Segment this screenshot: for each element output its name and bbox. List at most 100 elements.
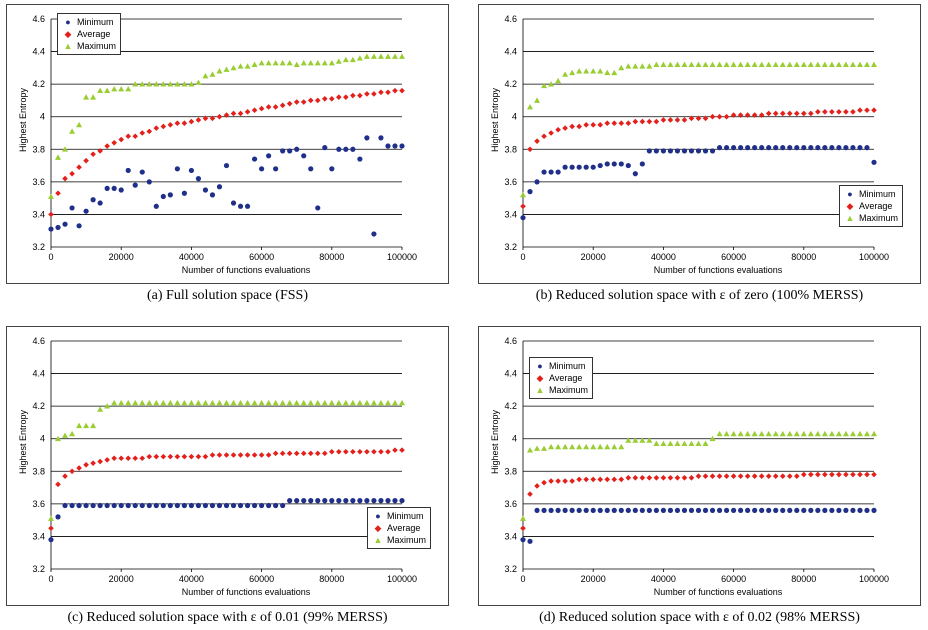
data-point [576, 68, 583, 74]
data-point [527, 447, 534, 453]
data-point [342, 399, 349, 406]
y-tick-label: 3.6 [32, 499, 45, 509]
data-point [378, 448, 384, 455]
data-point [709, 473, 716, 479]
data-point [265, 452, 272, 458]
data-point [555, 126, 561, 133]
data-point [69, 430, 76, 437]
y-tick-label: 4.2 [504, 401, 517, 411]
data-point [765, 61, 772, 67]
data-point [287, 148, 293, 154]
data-point [314, 450, 321, 457]
data-point [335, 399, 342, 406]
data-point [667, 507, 674, 513]
data-point [279, 102, 286, 109]
data-point [384, 53, 391, 59]
data-point [139, 169, 145, 175]
data-point [850, 507, 856, 513]
data-point [702, 61, 709, 67]
data-point [293, 450, 300, 457]
data-point [181, 399, 188, 406]
data-point [590, 164, 596, 170]
data-point [76, 422, 83, 429]
data-point [850, 145, 856, 151]
data-point [349, 399, 356, 406]
data-point [153, 453, 160, 460]
data-point [653, 475, 660, 481]
data-point [843, 507, 849, 513]
legend-item-maximum: ▲ Maximum [844, 212, 898, 224]
data-point [801, 110, 807, 117]
data-point [244, 452, 251, 458]
data-point [216, 502, 223, 509]
data-point [730, 430, 737, 437]
data-point [357, 498, 363, 504]
data-point [349, 56, 356, 63]
data-point [188, 118, 195, 125]
data-point [583, 122, 589, 128]
data-point [378, 498, 384, 504]
data-point [336, 448, 342, 455]
data-point [399, 498, 405, 504]
chart-svg-d: 3.2 3.4 3.6 3.8 4 4.2 4.4 4.6 0 20000 40000 60000 80… [504, 336, 889, 584]
data-point [569, 164, 575, 170]
data-point [758, 430, 765, 437]
x-tick-label: 60000 [721, 574, 746, 584]
data-point [308, 498, 314, 504]
data-point [836, 109, 842, 115]
data-point [793, 61, 800, 67]
data-point [307, 399, 314, 406]
data-point [104, 502, 110, 509]
data-point [541, 169, 547, 175]
y-axis-label: Highest Entropy [490, 409, 500, 475]
data-point [322, 498, 328, 504]
data-point [857, 145, 863, 151]
data-point [681, 475, 688, 481]
data-point [272, 450, 279, 457]
data-point [716, 507, 723, 513]
data-point [378, 135, 384, 141]
data-point [308, 166, 314, 172]
data-point [350, 146, 356, 152]
legend-label: Average [387, 523, 421, 533]
data-point [597, 68, 604, 74]
data-point [660, 475, 667, 481]
y-axis-label: Highest Entropy [490, 87, 500, 153]
data-point [836, 145, 842, 151]
data-point [48, 515, 54, 521]
data-point [69, 502, 75, 509]
data-point [808, 471, 814, 478]
data-point [695, 61, 702, 67]
data-point [738, 145, 744, 151]
data-point [688, 61, 695, 67]
data-point [321, 96, 328, 102]
data-point [371, 498, 377, 504]
data-point [55, 435, 62, 442]
data-point [266, 153, 272, 159]
data-point [618, 161, 624, 167]
data-point [681, 507, 688, 513]
data-point [97, 87, 104, 94]
data-point [118, 455, 124, 462]
y-tick-label: 3.8 [32, 466, 45, 476]
data-point [195, 117, 202, 123]
data-point [688, 440, 695, 446]
chart-legend: ● Minimum ◆ Average ▲ Maximum [839, 185, 904, 227]
data-point [555, 77, 562, 84]
data-point [653, 148, 659, 154]
data-point [597, 443, 604, 450]
y-tick-label: 3.2 [32, 564, 45, 574]
data-point [286, 100, 293, 107]
data-point [364, 135, 370, 141]
data-point [808, 507, 814, 513]
x-tick-label: 100000 [387, 252, 417, 262]
data-point [132, 81, 139, 87]
data-point [562, 164, 568, 170]
data-point [604, 443, 611, 450]
data-point [555, 507, 561, 513]
data-point [871, 61, 877, 67]
data-point [104, 403, 111, 409]
data-point [370, 53, 377, 59]
data-point [90, 422, 97, 429]
data-point [111, 185, 117, 191]
